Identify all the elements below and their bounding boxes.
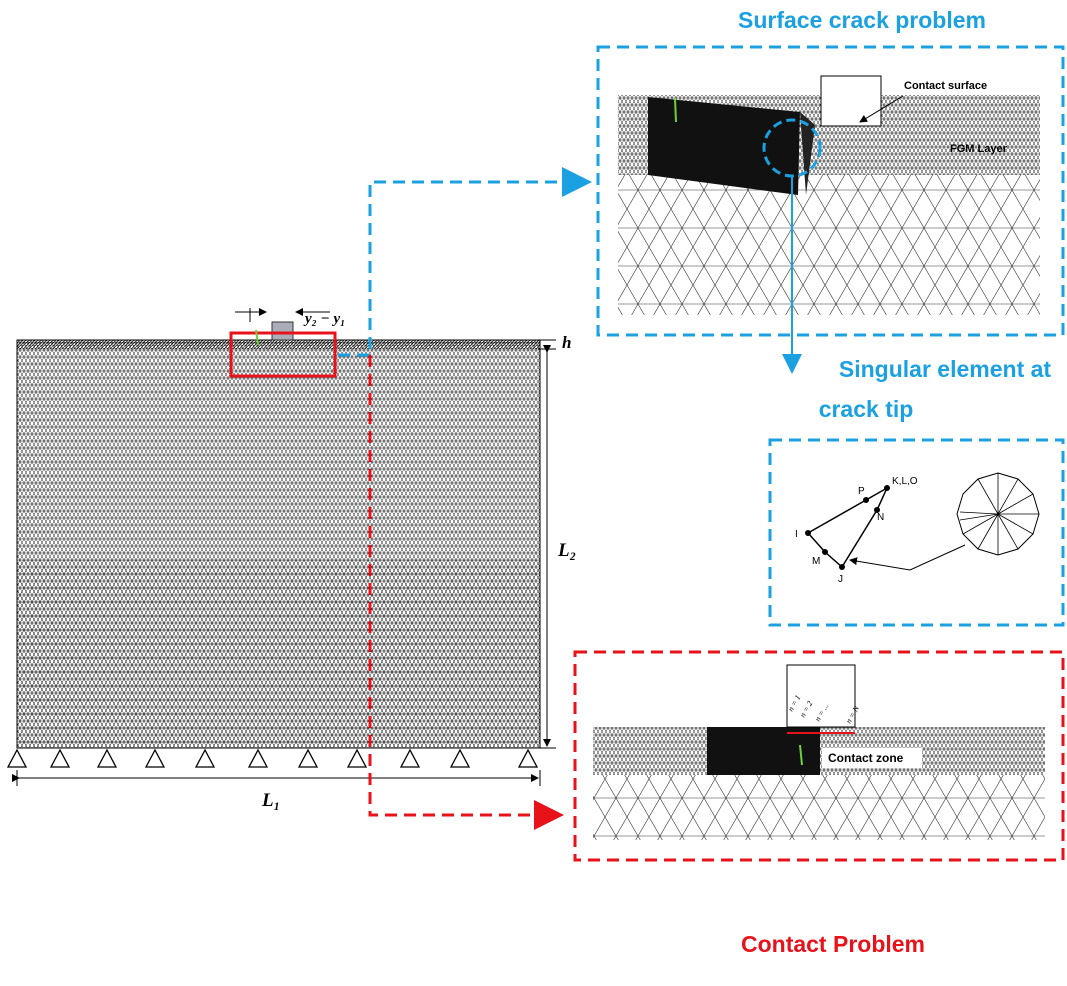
singular-element-panel: Singular element at crack tip K,L,O P N … <box>770 356 1063 625</box>
node-label: K,L,O <box>892 476 918 487</box>
node-label: N <box>877 512 884 523</box>
panel-title: Singular element at <box>839 356 1052 382</box>
node-label: I <box>795 529 798 540</box>
annotation: Contact zone <box>828 751 904 765</box>
dimension-label: y₂ − y₁ <box>303 311 345 327</box>
node-label: M <box>812 556 820 567</box>
annotation: FGM Layer <box>950 143 1008 155</box>
contact-problem-panel: n = 1 n = 2 n = ... n = N Contact zone C… <box>575 652 1063 957</box>
main-model: y₂ − y₁ h L₂ L₁ <box>8 308 576 811</box>
panel-title: crack tip <box>819 396 914 422</box>
node-label: J <box>838 574 843 585</box>
diagram: y₂ − y₁ h L₂ L₁ Surface crack problem Co… <box>0 0 1067 986</box>
panel-title: Surface crack problem <box>738 7 986 33</box>
annotation: Contact surface <box>904 80 987 92</box>
panel-title: Contact Problem <box>741 931 925 957</box>
node-label: P <box>858 486 865 497</box>
l2-label: L₂ <box>557 540 576 561</box>
h-label: h <box>562 333 571 352</box>
surface-crack-panel: Surface crack problem Contact surface FG… <box>598 7 1063 370</box>
l1-label: L₁ <box>261 790 280 811</box>
